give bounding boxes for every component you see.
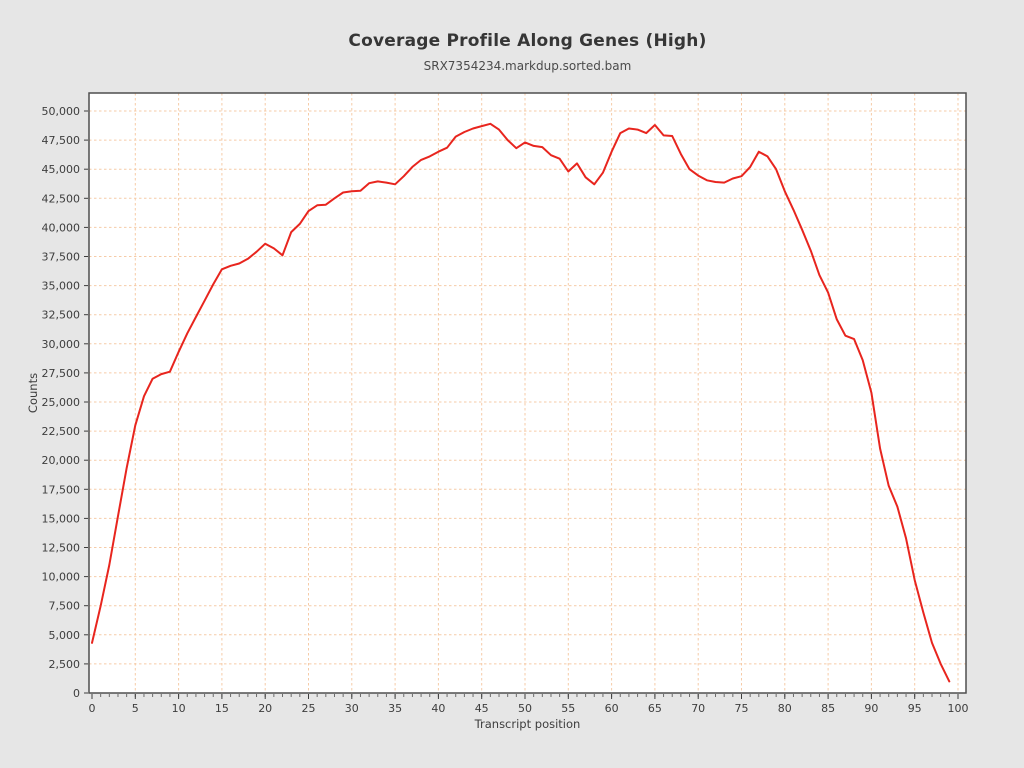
y-tick-label: 12,500	[42, 542, 81, 555]
chart-subtitle: SRX7354234.markdup.sorted.bam	[423, 59, 632, 73]
x-tick-label: 90	[864, 702, 878, 715]
coverage-line	[91, 122, 951, 683]
x-tick-label: 40	[431, 702, 445, 715]
x-tick-label: 55	[561, 702, 575, 715]
x-tick-label: 30	[345, 702, 359, 715]
x-tick-label: 5	[132, 702, 139, 715]
x-tick-label: 10	[172, 702, 186, 715]
y-tick-label: 42,500	[42, 192, 81, 205]
chart-title: Coverage Profile Along Genes (High)	[348, 31, 707, 51]
x-tick-label: 95	[908, 702, 922, 715]
y-tick-label: 15,000	[42, 512, 81, 525]
plot-border	[88, 92, 967, 694]
y-tick-label: 0	[73, 687, 80, 700]
x-tick-label: 45	[475, 702, 489, 715]
y-axis-label: Counts	[26, 372, 40, 414]
y-tick-label: 25,000	[42, 396, 81, 409]
x-tick-label: 80	[778, 702, 792, 715]
y-tick-label: 10,000	[42, 571, 81, 584]
y-tick-label: 2,500	[49, 658, 81, 671]
x-tick-label: 35	[388, 702, 402, 715]
plot-background	[89, 93, 966, 693]
y-tick-label: 37,500	[42, 251, 81, 264]
x-tick-label: 100	[948, 702, 969, 715]
x-tick-label: 60	[605, 702, 619, 715]
y-tick-label: 30,000	[42, 338, 81, 351]
x-tick-label: 70	[691, 702, 705, 715]
x-axis-label: Transcript position	[474, 717, 581, 731]
y-tick-label: 45,000	[42, 163, 81, 176]
x-tick-label: 0	[89, 702, 96, 715]
x-tick-label: 65	[648, 702, 662, 715]
x-tick-label: 15	[215, 702, 229, 715]
x-tick-label: 75	[735, 702, 749, 715]
x-tick-label: 25	[302, 702, 316, 715]
x-tick-label: 85	[821, 702, 835, 715]
y-tick-label: 5,000	[49, 629, 81, 642]
x-tick-label: 50	[518, 702, 532, 715]
y-tick-label: 50,000	[42, 105, 81, 118]
y-tick-label: 40,000	[42, 221, 81, 234]
y-tick-label: 32,500	[42, 309, 81, 322]
y-tick-label: 7,500	[49, 600, 81, 613]
y-tick-label: 35,000	[42, 280, 81, 293]
x-tick-label: 20	[258, 702, 272, 715]
y-tick-label: 47,500	[42, 134, 81, 147]
y-tick-label: 17,500	[42, 483, 81, 496]
y-tick-label: 27,500	[42, 367, 81, 380]
y-tick-label: 22,500	[42, 425, 81, 438]
y-tick-label: 20,000	[42, 454, 81, 467]
